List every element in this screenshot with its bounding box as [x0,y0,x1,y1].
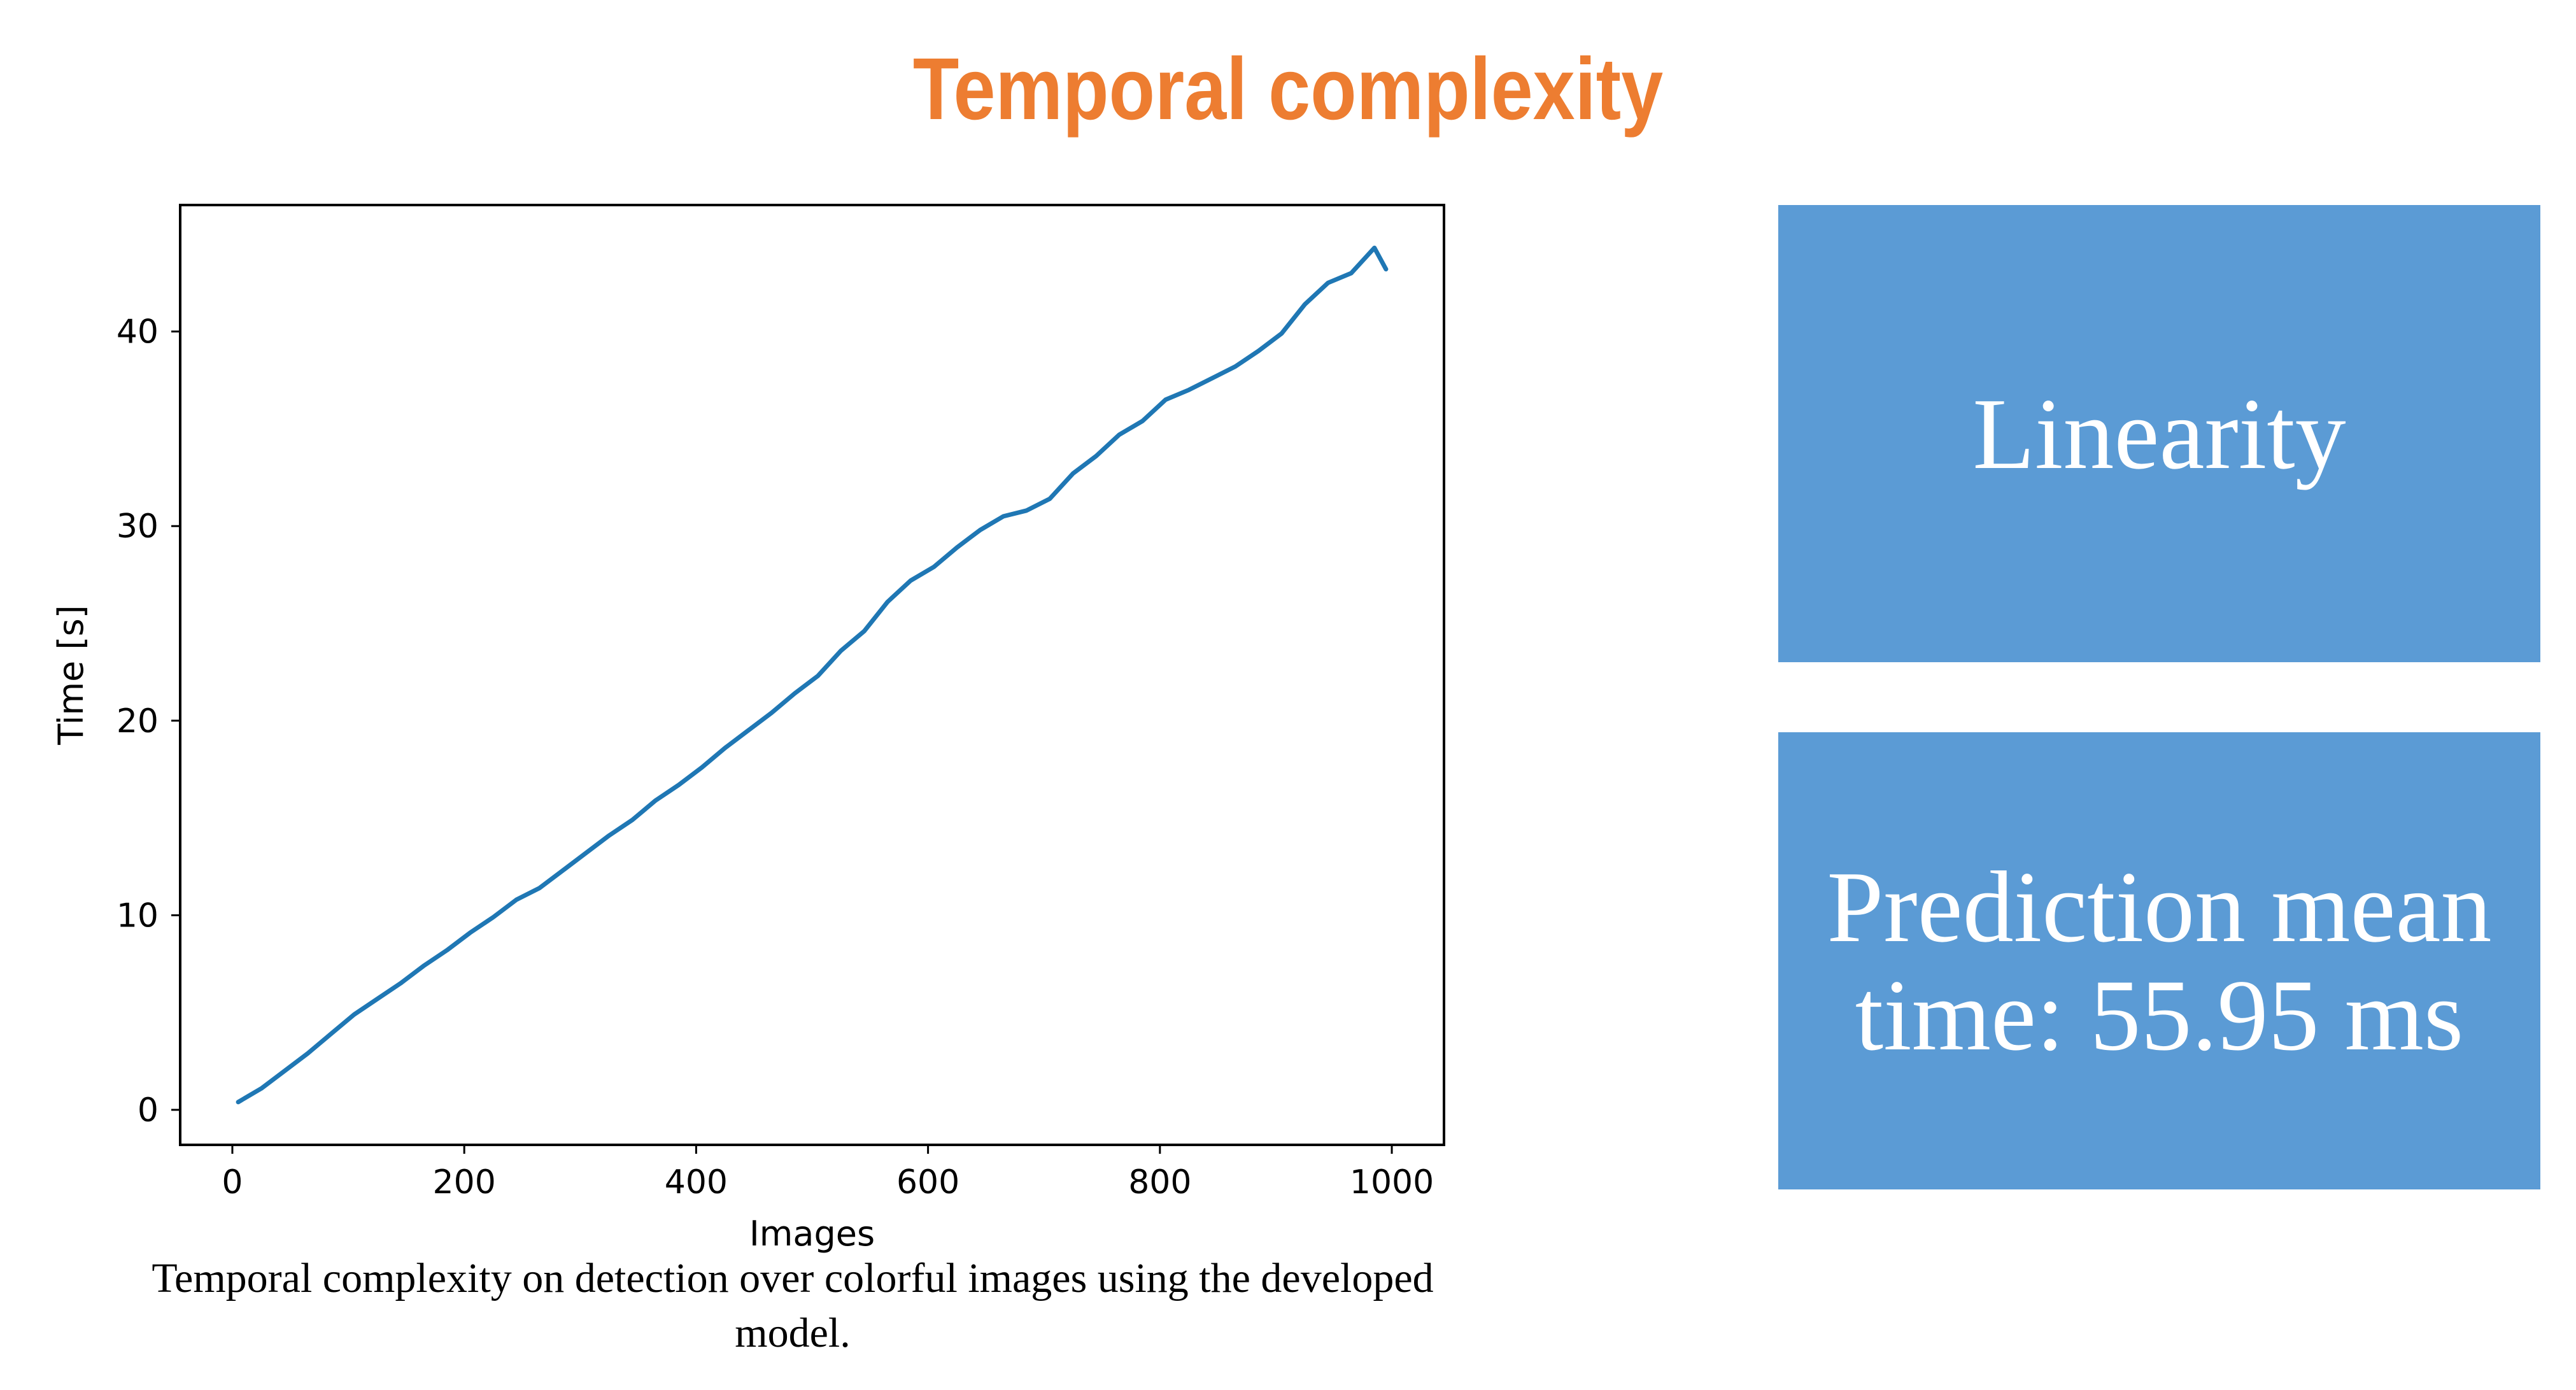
x-tick-label-1000: 1000 [1350,1163,1434,1202]
linearity-text: Linearity [1972,377,2346,490]
x-tick-label-200: 200 [433,1163,496,1202]
plot-frame [179,204,1445,1146]
x-tick-label-600: 600 [896,1163,959,1202]
y-tick-label-30: 30 [117,507,159,546]
x-tick-label-0: 0 [222,1163,243,1202]
series-line-0 [236,245,1389,1105]
prediction-time-text: Prediction mean time: 55.95 ms [1827,850,2492,1072]
slide-title: Temporal complexity [912,40,1664,138]
y-axis-label: Time [s] [51,605,91,746]
y-tick-label-20: 20 [117,702,159,741]
linearity-box: Linearity [1778,205,2540,662]
plot-area: 0 200 400 600 800 1000 0 10 20 30 40 Images Time [s] [51,204,1445,1254]
prediction-time-box: Prediction mean time: 55.95 ms [1778,732,2540,1189]
x-axis-label: Images [749,1214,875,1254]
y-tick-label-10: 10 [117,897,159,935]
figure-caption: Temporal complexity on detection over co… [152,1255,1434,1356]
x-tick-label-800: 800 [1128,1163,1191,1202]
x-tick-label-400: 400 [665,1163,728,1202]
y-tick-label-40: 40 [117,313,159,351]
line-chart: 0 200 400 600 800 1000 0 10 20 30 40 Images Time [s] [51,204,1445,1254]
y-tick-label-0: 0 [138,1091,159,1130]
